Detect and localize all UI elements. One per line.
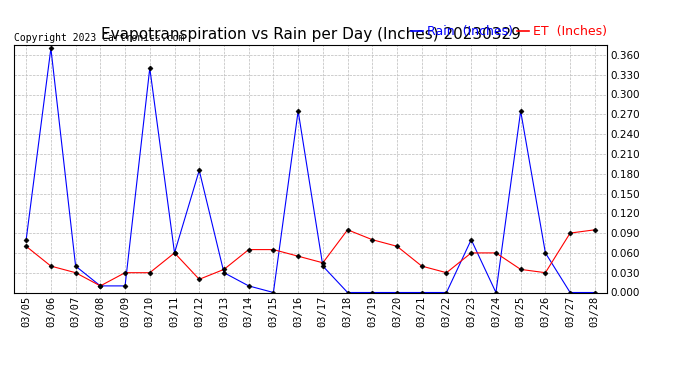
Text: Copyright 2023 Cartronics.com: Copyright 2023 Cartronics.com (14, 33, 184, 42)
Title: Evapotranspiration vs Rain per Day (Inches) 20230329: Evapotranspiration vs Rain per Day (Inch… (101, 27, 520, 42)
Legend: Rain  (Inches), ET  (Inches): Rain (Inches), ET (Inches) (411, 25, 607, 38)
